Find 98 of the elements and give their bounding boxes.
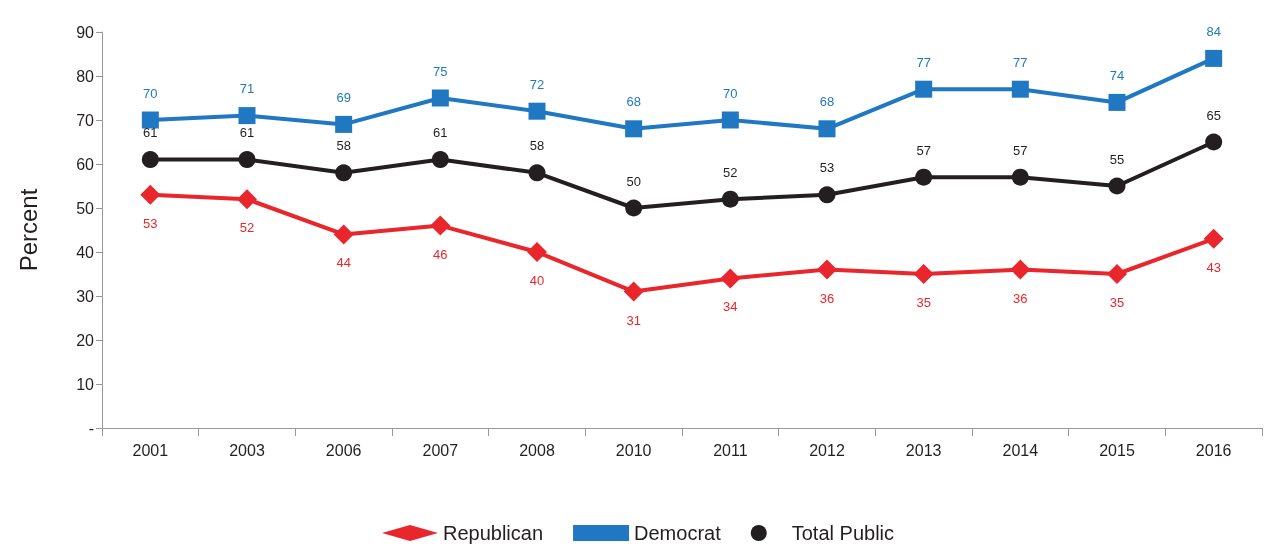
point: [721, 190, 739, 208]
data-label: 58: [336, 138, 351, 154]
point: [625, 120, 643, 138]
data-label: 69: [336, 89, 351, 105]
data-label: 57: [916, 142, 931, 158]
data-label: 35: [916, 295, 931, 310]
data-label: 50: [626, 173, 641, 189]
legend-label: Total Public: [791, 522, 895, 544]
data-label: 53: [819, 160, 835, 176]
point: [915, 80, 933, 98]
point: [818, 120, 836, 138]
x-tick-label: 2016: [1195, 441, 1232, 459]
point: [1107, 264, 1127, 284]
data-label: 61: [239, 125, 255, 141]
y-tick-label: 40: [76, 243, 95, 261]
x-tick-label: 2007: [422, 441, 459, 459]
data-label: 72: [529, 76, 545, 92]
point: [141, 111, 159, 129]
data-label: 70: [723, 85, 738, 101]
point: [625, 199, 643, 217]
point: [623, 281, 644, 302]
point: [431, 151, 449, 169]
data-label: 58: [529, 138, 545, 154]
data-label: 44: [336, 255, 351, 271]
point: [237, 189, 257, 210]
data-label: 61: [433, 125, 448, 141]
x-tick-label: 2008: [519, 441, 555, 459]
point: [238, 151, 256, 169]
data-label: 61: [143, 125, 158, 141]
data-label: 43: [1206, 259, 1221, 275]
data-label: 75: [433, 63, 448, 79]
legend-label: Democrat: [634, 522, 722, 544]
y-axis-title: Percent: [14, 188, 42, 272]
point: [1205, 49, 1223, 67]
data-label: 74: [1109, 67, 1125, 83]
point: [720, 268, 741, 289]
point: [1108, 177, 1126, 195]
point: [913, 264, 934, 284]
point: [333, 224, 354, 245]
x-tick-label: 2010: [615, 441, 652, 459]
point: [817, 259, 837, 280]
y-tick-label: 70: [76, 111, 95, 129]
y-tick-label: 20: [76, 331, 95, 349]
legend-label: Republican: [442, 522, 544, 544]
point: [141, 151, 159, 169]
data-label: 40: [529, 273, 545, 288]
point: [915, 168, 933, 186]
point: [335, 164, 353, 182]
point: [527, 242, 547, 262]
point: [1108, 93, 1126, 111]
x-tick-label: 2012: [809, 441, 845, 459]
point: [721, 111, 739, 129]
point: [430, 215, 451, 236]
point: [1011, 168, 1029, 186]
point: [1203, 228, 1224, 249]
point: [528, 102, 546, 120]
data-label: 68: [626, 94, 641, 110]
point: [335, 115, 353, 133]
point: [431, 89, 449, 107]
data-label: 55: [1109, 151, 1125, 167]
data-label: 77: [1013, 54, 1028, 70]
data-label: 52: [239, 220, 255, 236]
point: [140, 184, 161, 205]
data-label: 35: [1109, 295, 1125, 310]
data-label: 57: [1013, 142, 1028, 158]
data-label: 34: [723, 299, 738, 315]
data-label: 53: [143, 215, 158, 231]
point: [818, 186, 836, 204]
x-tick-label: 2015: [1099, 441, 1135, 459]
y-tick-label: -: [88, 419, 94, 437]
y-tick-label: 10: [76, 375, 95, 393]
data-label: 36: [1013, 290, 1028, 306]
y-tick-label: 60: [76, 155, 95, 173]
x-tick-label: 2013: [905, 441, 942, 459]
data-label: 31: [626, 312, 641, 328]
y-tick-label: 30: [76, 287, 95, 305]
x-tick-label: 2011: [713, 441, 748, 459]
data-label: 52: [723, 164, 738, 180]
point: [528, 164, 546, 182]
x-tick-label: 2001: [132, 441, 169, 459]
y-tick-label: 80: [76, 67, 95, 85]
data-label: 77: [916, 54, 931, 70]
data-label: 65: [1206, 107, 1221, 123]
data-label: 71: [239, 81, 255, 97]
x-tick-label: 2014: [1002, 441, 1039, 459]
data-label: 84: [1206, 23, 1221, 39]
data-label: 68: [819, 94, 835, 110]
data-label: 36: [819, 290, 835, 306]
data-label: 70: [143, 85, 158, 101]
y-tick-label: 90: [76, 23, 95, 41]
y-tick-label: 50: [76, 199, 95, 217]
data-label: 46: [433, 246, 448, 262]
point: [1011, 80, 1029, 98]
x-tick-label: 2006: [325, 441, 362, 459]
point: [1205, 133, 1223, 151]
point: [1010, 259, 1031, 280]
point: [238, 107, 256, 125]
x-tick-label: 2003: [229, 441, 265, 459]
